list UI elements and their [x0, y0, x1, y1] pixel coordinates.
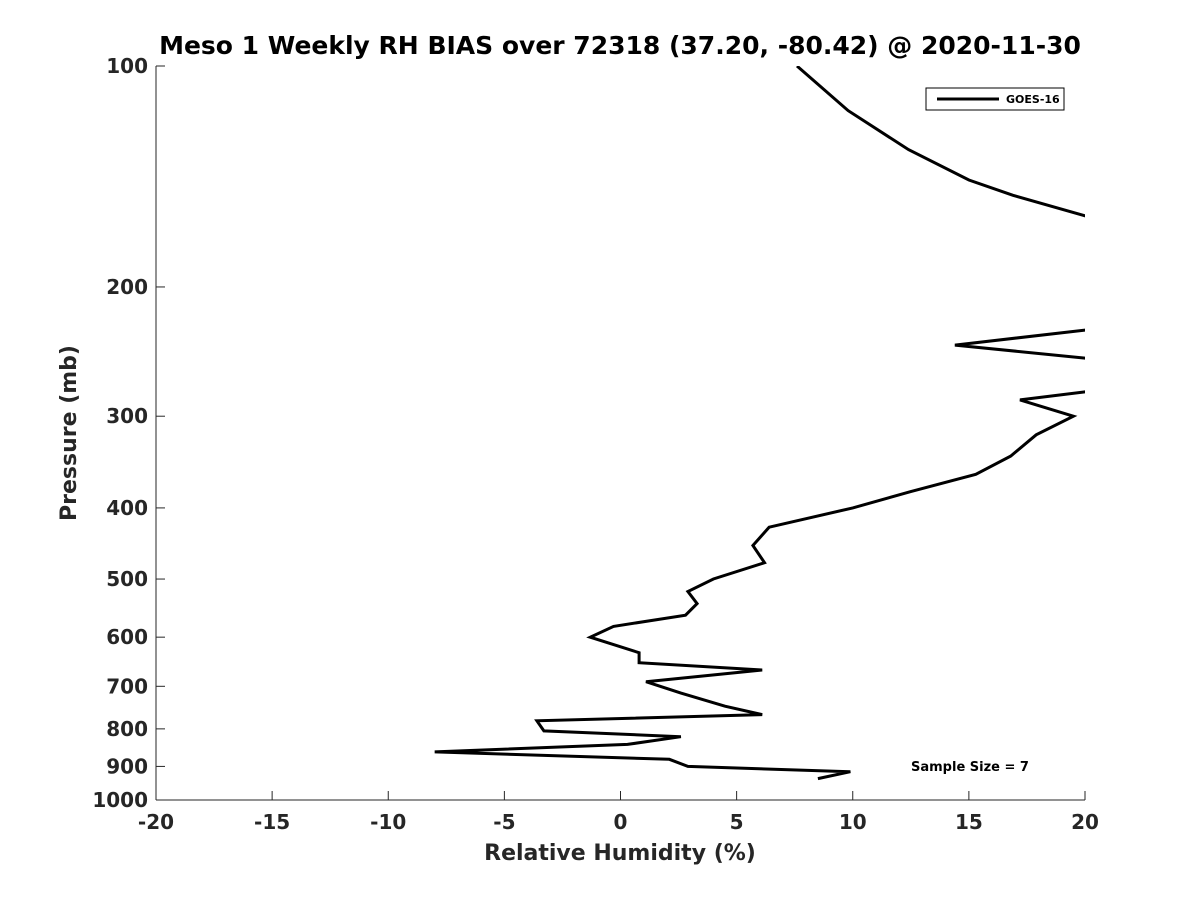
x-axis-label: Relative Humidity (%) [484, 841, 756, 866]
legend: GOES-16 [925, 87, 1065, 111]
x-tick-label: -20 [138, 810, 174, 834]
y-tick-label: 600 [106, 625, 148, 649]
x-tick-label: -15 [254, 810, 290, 834]
x-tick-label: 20 [1071, 810, 1099, 834]
x-tick-label: 15 [955, 810, 983, 834]
legend-entry-goes-16: GOES-16 [1006, 93, 1060, 106]
y-tick-label: 1000 [92, 788, 148, 812]
series-line-goes-16 [434, 66, 1085, 781]
chart-title: Meso 1 Weekly RH BIAS over 72318 (37.20,… [159, 31, 1081, 60]
x-tick-label: 0 [614, 810, 628, 834]
y-tick-label: 700 [106, 674, 148, 698]
x-tick-label: 5 [730, 810, 744, 834]
x-tick-label: 10 [839, 810, 867, 834]
plot-axes [155, 66, 1085, 801]
y-tick-label: 900 [106, 754, 148, 778]
y-tick-label: 300 [106, 404, 148, 428]
y-tick-label: 500 [106, 567, 148, 591]
series-layer [434, 66, 1085, 781]
y-tick-label: 200 [106, 275, 148, 299]
y-axis-ticks: 100 200 300 400 500 600 700 800 900 1000 [92, 54, 165, 812]
y-tick-label: 400 [106, 496, 148, 520]
x-tick-label: -10 [370, 810, 406, 834]
y-tick-label: 100 [106, 54, 148, 78]
x-axis-ticks: -20 -15 -10 -5 0 5 10 15 20 [138, 791, 1099, 834]
y-axis-label: Pressure (mb) [57, 345, 82, 521]
x-tick-label: -5 [493, 810, 515, 834]
y-tick-label: 800 [106, 717, 148, 741]
sample-size-annotation: Sample Size = 7 [911, 760, 1029, 775]
